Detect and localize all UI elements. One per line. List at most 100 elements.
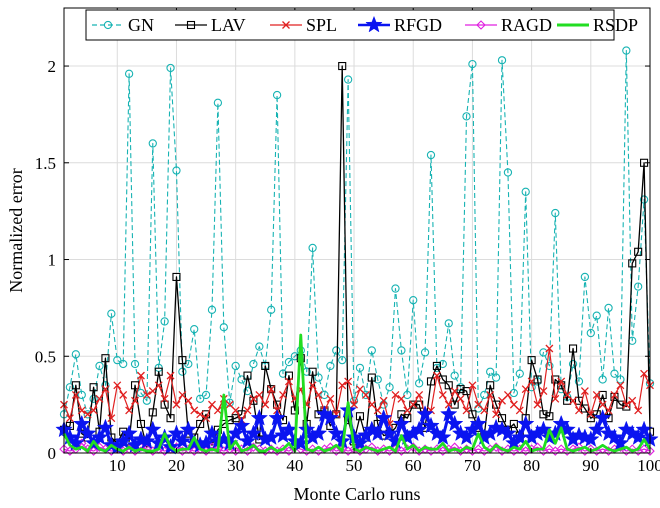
data-point-spl <box>225 400 234 409</box>
data-point-lav <box>426 377 436 386</box>
legend-label: RSDP <box>593 15 638 35</box>
data-point-spl <box>148 387 157 396</box>
data-point-gn <box>539 348 548 357</box>
data-point-rfgd <box>173 432 192 449</box>
data-point-spl <box>261 400 270 409</box>
data-point-spl <box>101 385 110 394</box>
data-point-lav <box>89 383 98 392</box>
data-point-gn <box>438 359 447 369</box>
data-point-ragd <box>532 442 543 452</box>
data-point-spl <box>208 400 216 409</box>
data-point-rfgd <box>457 428 476 445</box>
data-point-rfgd <box>611 434 630 451</box>
data-point-rfgd <box>309 424 328 442</box>
data-point-gn <box>113 355 122 365</box>
data-point-ragd <box>88 446 99 456</box>
data-point-spl <box>486 390 495 399</box>
data-point-rfgd <box>78 424 97 442</box>
data-point-spl <box>178 390 187 399</box>
data-point-spl <box>563 390 572 399</box>
legend-label: GN <box>128 15 154 35</box>
data-point-rfgd <box>439 405 458 422</box>
data-point-rfgd <box>434 428 452 445</box>
legend-marker <box>476 20 486 30</box>
data-point-gn <box>225 398 234 407</box>
data-point-rfgd <box>250 408 269 426</box>
data-point-lav <box>136 419 145 429</box>
data-point-rfgd <box>380 424 399 442</box>
data-point-spl <box>83 410 92 419</box>
data-point-spl <box>492 410 501 419</box>
data-point-spl <box>107 414 116 423</box>
data-point-gn <box>580 272 590 282</box>
data-point-rfgd <box>179 420 198 438</box>
data-point-lav <box>592 410 601 419</box>
data-point-spl <box>136 371 145 380</box>
data-point-gn <box>415 379 424 388</box>
data-point-gn <box>545 361 554 371</box>
data-point-gn <box>486 367 495 376</box>
data-point-gn <box>420 348 430 357</box>
data-point-rfgd <box>238 432 257 449</box>
data-point-spl <box>545 344 554 353</box>
legend-item-ragd: RAGD <box>465 15 552 35</box>
data-point-gn <box>65 383 75 392</box>
legend-item-spl: SPL <box>270 15 337 35</box>
data-point-gn <box>107 309 116 318</box>
data-point-rfgd <box>629 428 647 445</box>
x-tick-label: 20 <box>168 456 185 475</box>
data-point-lav <box>355 412 365 421</box>
legend-item-gn: GN <box>92 15 154 35</box>
legend-label: LAV <box>211 15 246 35</box>
data-point-lav <box>462 387 471 396</box>
data-point-rfgd <box>534 420 553 438</box>
data-point-gn <box>403 390 412 400</box>
data-point-spl <box>338 381 347 390</box>
x-axis-label: Monte Carlo runs <box>294 484 421 504</box>
data-point-lav <box>432 361 441 370</box>
data-point-spl <box>190 406 199 415</box>
data-point-spl <box>231 406 240 415</box>
data-point-gn <box>272 90 282 100</box>
data-point-gn <box>338 355 347 365</box>
data-point-lav <box>563 396 572 405</box>
data-point-gn <box>385 383 394 392</box>
data-point-spl <box>172 400 181 409</box>
data-point-rfgd <box>587 420 606 438</box>
data-point-gn <box>148 139 157 148</box>
data-point-lav <box>148 408 157 417</box>
data-point-rfgd <box>374 408 393 426</box>
data-point-gn <box>598 375 607 384</box>
data-point-rfgd <box>167 424 186 442</box>
data-point-spl <box>640 369 649 378</box>
data-point-gn <box>326 361 335 371</box>
data-point-spl <box>575 406 583 415</box>
data-point-lav <box>527 356 536 365</box>
data-point-spl <box>415 390 424 399</box>
data-point-rfgd <box>144 420 162 438</box>
data-point-lav <box>178 356 187 365</box>
data-point-spl <box>456 394 465 403</box>
data-point-rfgd <box>138 432 156 449</box>
data-point-lav <box>438 375 447 384</box>
y-axis-label: Normalized error <box>6 168 26 292</box>
data-point-gn <box>332 346 341 355</box>
series-gn <box>59 46 655 419</box>
data-point-rfgd <box>90 428 109 445</box>
data-point-gn <box>634 282 643 291</box>
data-point-spl <box>71 390 80 399</box>
data-point-spl <box>498 396 506 405</box>
data-point-rfgd <box>327 424 346 442</box>
data-point-spl <box>474 400 483 409</box>
data-point-spl <box>616 381 625 390</box>
data-point-spl <box>397 394 406 403</box>
data-point-gn <box>255 342 264 351</box>
data-point-lav <box>450 400 459 409</box>
data-point-spl <box>65 414 74 423</box>
x-tick-label: 80 <box>523 456 540 475</box>
data-point-gn <box>166 63 175 73</box>
data-point-gn <box>444 319 453 328</box>
data-point-gn <box>89 394 98 403</box>
data-point-lav <box>160 400 169 409</box>
data-point-lav <box>101 354 110 363</box>
